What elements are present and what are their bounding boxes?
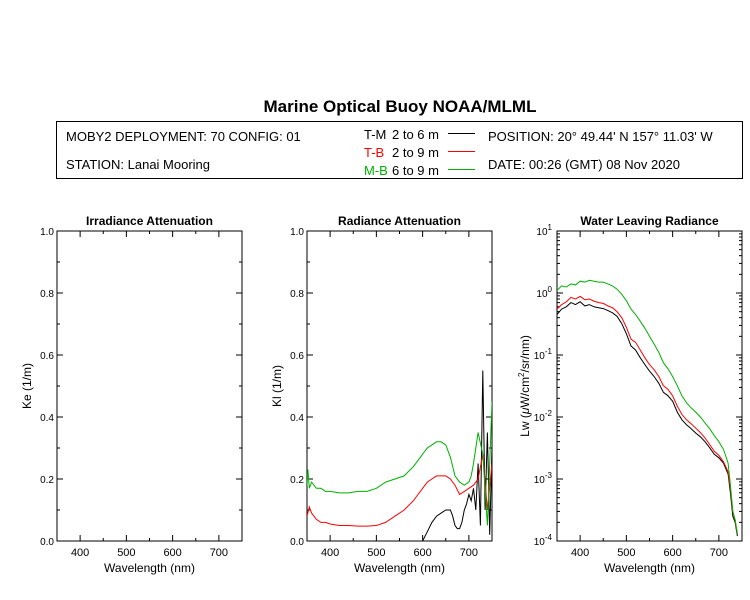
legend-code-tb: T-B [364, 145, 385, 160]
x-tick-label: 500 [617, 547, 635, 559]
y-tick-base: 10 [534, 351, 546, 362]
chart-title: Irradiance Attenuation [86, 214, 213, 228]
y-tick-label: 10-4 [534, 533, 553, 548]
x-tick-label: 400 [571, 547, 589, 559]
plot-frame [306, 230, 493, 542]
y-tick-label: 0.8 [290, 289, 304, 300]
y-tick-exponent: -2 [545, 409, 553, 418]
y-tick-label: 0.2 [290, 475, 304, 486]
x-axis-label: Wavelength (nm) [604, 561, 695, 575]
y-tick-base: 10 [534, 413, 546, 424]
y-tick-base: 10 [536, 227, 548, 238]
chart-3: Water Leaving Radiance 400 500 600 700 Wavele… [517, 214, 743, 575]
legend-code-mb: M-B [364, 163, 388, 178]
info-box: MOBY2 DEPLOYMENT: 70 CONFIG: 01 STATION:… [56, 121, 743, 179]
y-axis-label: Lw (μW/cm2/sr/nm) [517, 335, 532, 437]
y-tick-label: 10-2 [534, 409, 553, 424]
y-tick-label: 0.0 [290, 537, 304, 548]
y-tick-base: 10 [534, 537, 546, 548]
y-tick-label: 101 [536, 223, 552, 238]
y-tick-exponent: -1 [545, 347, 553, 356]
y-axis-label: Ke (1/m) [20, 363, 34, 409]
y-axis-label: Kl (1/m) [270, 365, 284, 407]
series-line-t-m [422, 370, 492, 541]
y-tick-label: 100 [536, 285, 552, 300]
y-tick-label: 1.0 [40, 227, 54, 238]
legend-range-tm: 2 to 6 m [392, 127, 439, 142]
station-label: STATION: Lanai Mooring [66, 157, 211, 172]
series-line-m-b [557, 279, 738, 534]
x-tick-label: 400 [321, 547, 339, 559]
y-tick-base: 10 [534, 475, 546, 486]
y-tick-label: 1.0 [290, 227, 304, 238]
legend-range-mb: 6 to 9 m [392, 163, 439, 178]
x-tick-label: 600 [163, 547, 181, 559]
y-tick-label: 0.6 [40, 351, 54, 362]
chart-title: Water Leaving Radiance [580, 214, 719, 228]
legend-range-tb: 2 to 9 m [392, 145, 439, 160]
x-tick-label: 400 [71, 547, 89, 559]
x-tick-label: 600 [663, 547, 681, 559]
x-axis-label: Wavelength (nm) [354, 561, 445, 575]
legend-line-mb [448, 169, 475, 170]
y-tick-label: 10-3 [534, 471, 553, 486]
deployment-label: MOBY2 DEPLOYMENT: 70 CONFIG: 01 [66, 129, 301, 144]
legend-line-tm [448, 133, 475, 134]
date-label: DATE: 00:26 (GMT) 08 Nov 2020 [488, 157, 680, 172]
position-label: POSITION: 20° 49.44' N 157° 11.03' W [488, 129, 713, 144]
y-tick-label: 0.4 [290, 413, 304, 424]
series-line-t-b [307, 454, 492, 527]
y-tick-label: 0.8 [40, 289, 54, 300]
x-tick-label: 700 [210, 547, 228, 559]
x-tick-label: 600 [413, 547, 431, 559]
chart-1: Irradiance Attenuation 400 500 600 700 Wavele… [20, 214, 243, 575]
y-tick-exponent: 0 [548, 285, 553, 294]
series-line-t-m [557, 301, 738, 537]
y-tick-exponent: 1 [548, 223, 553, 232]
plot-frame [556, 230, 743, 542]
x-tick-label: 700 [460, 547, 478, 559]
y-tick-label: 10-1 [534, 347, 553, 362]
series-line-m-b [307, 401, 492, 526]
y-tick-base: 10 [536, 289, 548, 300]
x-tick-label: 500 [117, 547, 135, 559]
plot-frame [56, 230, 243, 542]
x-axis-label: Wavelength (nm) [104, 561, 195, 575]
x-tick-label: 700 [710, 547, 728, 559]
y-tick-label: 0.4 [40, 413, 54, 424]
page-title: Marine Optical Buoy NOAA/MLML [263, 97, 537, 116]
chart-title: Radiance Attenuation [338, 214, 461, 228]
y-tick-label: 0.0 [40, 537, 54, 548]
chart-2: Radiance Attenuation 400 500 600 700 Waveleng… [270, 214, 493, 575]
y-tick-label: 0.2 [40, 475, 54, 486]
y-tick-exponent: -4 [545, 533, 553, 542]
series-line-t-b [557, 295, 738, 534]
x-tick-label: 500 [367, 547, 385, 559]
y-tick-exponent: -3 [545, 471, 553, 480]
legend-line-tb [448, 151, 475, 152]
y-tick-label: 0.6 [290, 351, 304, 362]
legend-code-tm: T-M [364, 127, 387, 142]
